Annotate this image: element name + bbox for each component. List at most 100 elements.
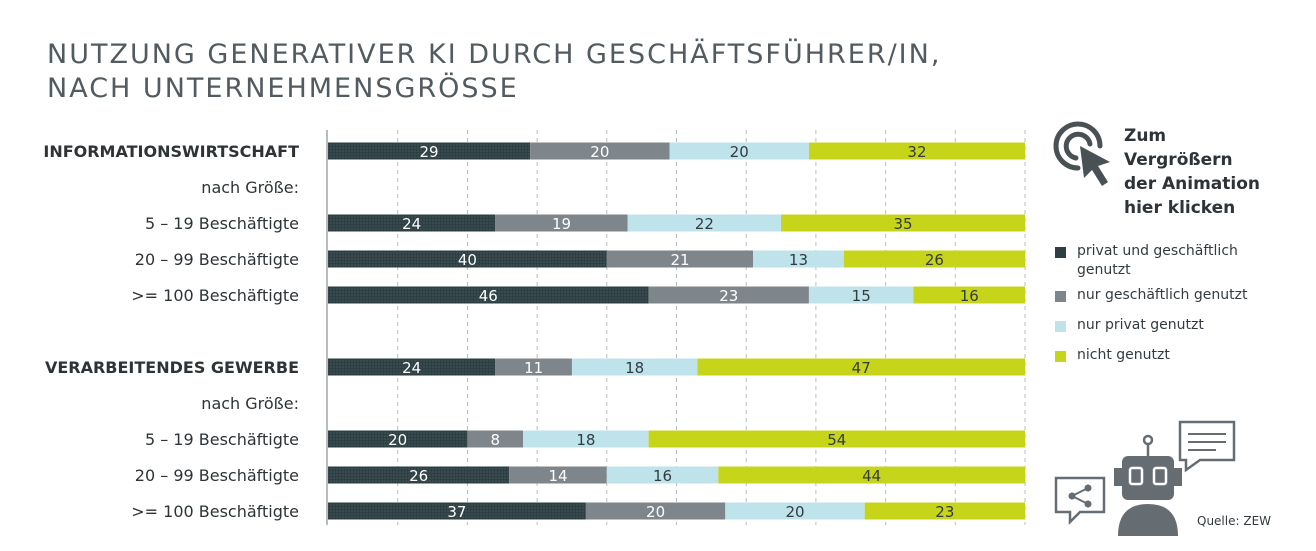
bar-segment bbox=[697, 358, 1025, 376]
stacked-bar-chart: INFORMATIONSWIRTSCHAFT 29 20 20 32 nach Größe… bbox=[43, 130, 1026, 525]
legend-label: nur privat genutzt bbox=[1077, 317, 1204, 333]
bar-segment bbox=[781, 214, 1025, 232]
bar-segment bbox=[648, 430, 1025, 448]
data-label: 40 bbox=[458, 251, 477, 269]
bar-segment bbox=[725, 502, 865, 520]
legend-item-nur-privat: nur privat genutzt bbox=[1055, 316, 1295, 346]
bar-segment bbox=[328, 286, 649, 304]
data-label: 13 bbox=[789, 251, 808, 269]
data-label: 47 bbox=[852, 359, 871, 377]
data-label: 35 bbox=[893, 215, 912, 233]
data-label: 14 bbox=[548, 467, 567, 485]
bar-segment bbox=[669, 142, 809, 160]
category-label: nach Größe: bbox=[201, 178, 299, 197]
data-label: 37 bbox=[447, 503, 466, 521]
chart-title-line-1: NUTZUNG GENERATIVER KI DURCH GESCHÄFTSFÜ… bbox=[47, 39, 942, 70]
hint-line-3: hier klicken bbox=[1124, 198, 1236, 218]
data-label: 18 bbox=[576, 431, 595, 449]
bar-segment bbox=[328, 142, 531, 160]
data-label: 32 bbox=[907, 143, 926, 161]
bar-segment bbox=[328, 250, 607, 268]
category-label: 20 – 99 Beschäftigte bbox=[135, 250, 299, 269]
bar-segment bbox=[328, 358, 496, 376]
chart-title: NUTZUNG GENERATIVER KI DURCH GESCHÄFTSFÜ… bbox=[47, 38, 941, 106]
category-label: 5 – 19 Beschäftigte bbox=[145, 430, 299, 449]
bar-segment bbox=[530, 142, 670, 160]
category-label: 20 – 99 Beschäftigte bbox=[135, 466, 299, 485]
bar-segment bbox=[753, 250, 844, 268]
category-label: 5 – 19 Beschäftigte bbox=[145, 214, 299, 233]
legend-item-nicht-genutzt: nicht genutzt bbox=[1055, 346, 1295, 376]
bar-segment bbox=[495, 214, 628, 232]
bar-segment bbox=[328, 502, 586, 520]
bar-segment bbox=[864, 502, 1025, 520]
category-label: VERARBEITENDES GEWERBE bbox=[45, 358, 299, 377]
data-label: 11 bbox=[524, 359, 543, 377]
data-label: 29 bbox=[420, 143, 439, 161]
bar-segment bbox=[328, 466, 510, 484]
bar-segment bbox=[585, 502, 726, 520]
bar-segment bbox=[627, 214, 782, 232]
data-label: 24 bbox=[402, 215, 421, 233]
bar-segment bbox=[808, 286, 914, 304]
category-label: INFORMATIONSWIRTSCHAFT bbox=[43, 142, 299, 161]
data-label: 20 bbox=[785, 503, 804, 521]
legend-swatch bbox=[1055, 351, 1066, 362]
data-label: 20 bbox=[388, 431, 407, 449]
data-label: 20 bbox=[646, 503, 665, 521]
data-label: 20 bbox=[730, 143, 749, 161]
legend-swatch bbox=[1055, 247, 1066, 258]
data-label: 22 bbox=[695, 215, 714, 233]
chart-title-line-2: NACH UNTERNEHMENSGRÖSSE bbox=[47, 73, 519, 104]
bar-segment bbox=[509, 466, 607, 484]
data-label: 26 bbox=[925, 251, 944, 269]
legend-label: nur geschäftlich genutzt bbox=[1077, 287, 1248, 303]
bar-segment bbox=[328, 214, 496, 232]
data-label: 46 bbox=[479, 287, 498, 305]
data-label: 23 bbox=[935, 503, 954, 521]
data-label: 54 bbox=[827, 431, 846, 449]
legend-label: privat und geschäftlich genutzt bbox=[1077, 243, 1238, 278]
source-note: Quelle: ZEW bbox=[1197, 514, 1272, 528]
data-label: 18 bbox=[625, 359, 644, 377]
chat-bubble-icon bbox=[1178, 420, 1236, 473]
legend-swatch bbox=[1055, 321, 1066, 332]
bar-segment bbox=[467, 430, 524, 448]
legend-label: nicht genutzt bbox=[1077, 347, 1170, 363]
bar-segment bbox=[718, 466, 1025, 484]
robot-illustration bbox=[1054, 420, 1236, 536]
data-label: 24 bbox=[402, 359, 421, 377]
category-label: nach Größe: bbox=[201, 394, 299, 413]
bar-segment bbox=[571, 358, 698, 376]
robot-icon bbox=[1114, 434, 1182, 536]
data-label: 21 bbox=[670, 251, 689, 269]
data-label: 8 bbox=[491, 431, 501, 449]
legend: privat und geschäftlich genutzt nur gesc… bbox=[1055, 242, 1295, 376]
category-label: >= 100 Beschäftigte bbox=[131, 286, 299, 305]
data-label: 16 bbox=[653, 467, 672, 485]
bar-segment bbox=[495, 358, 572, 376]
bar-segment bbox=[648, 286, 809, 304]
data-label: 23 bbox=[719, 287, 738, 305]
share-icon bbox=[1054, 476, 1106, 526]
bar-segment bbox=[606, 466, 719, 484]
hint-line-1: Zum Vergrößern bbox=[1124, 126, 1233, 170]
hint-line-2: der Animation bbox=[1124, 174, 1261, 194]
data-label: 16 bbox=[960, 287, 979, 305]
data-label: 26 bbox=[409, 467, 428, 485]
bar-segment bbox=[606, 250, 754, 268]
bar-segment bbox=[523, 430, 649, 448]
legend-swatch bbox=[1055, 291, 1066, 302]
data-label: 20 bbox=[590, 143, 609, 161]
data-label: 19 bbox=[552, 215, 571, 233]
legend-item-nur-geschaeftlich: nur geschäftlich genutzt bbox=[1055, 286, 1295, 316]
bar-segment bbox=[808, 142, 1025, 160]
bar-segment bbox=[328, 430, 468, 448]
bar-segment bbox=[843, 250, 1025, 268]
bar-segment bbox=[913, 286, 1025, 304]
data-label: 15 bbox=[852, 287, 871, 305]
enlarge-hint-text: Zum Vergrößern der Animation hier klicke… bbox=[1124, 124, 1260, 220]
click-pointer-icon bbox=[1053, 121, 1110, 186]
enlarge-animation-button[interactable]: Zum Vergrößern der Animation hier klicke… bbox=[1050, 118, 1260, 218]
data-label: 44 bbox=[862, 467, 881, 485]
